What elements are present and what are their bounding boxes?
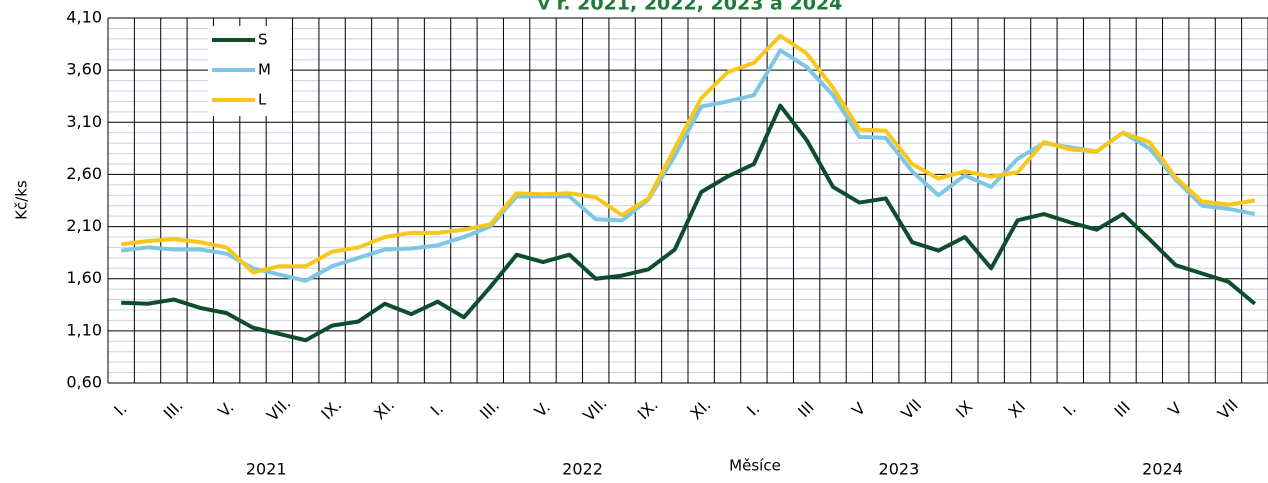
y-axis-label: Kč/ks (13, 180, 31, 220)
x-tick-label: III (1111, 398, 1134, 421)
x-tick-label: I. (1059, 399, 1079, 419)
x-tick-label: VII (897, 395, 925, 423)
series-line (121, 103, 1257, 343)
x-tick-label: I. (110, 399, 130, 419)
x-tick-label: VII. (579, 394, 610, 425)
y-tick-label: 1,60 (66, 268, 102, 287)
y-tick-label: 1,10 (66, 320, 102, 339)
x-tick-label: I. (743, 399, 763, 419)
x-tick-label: XI. (370, 395, 398, 423)
y-tick-label: 2,10 (66, 216, 102, 235)
x-tick-label: III (794, 398, 817, 421)
x-tick-label: V (1164, 399, 1185, 420)
legend-label: S (258, 31, 268, 49)
y-tick-label: 0,60 (66, 373, 102, 392)
x-tick-label: V. (214, 398, 237, 421)
year-label: 2021 (246, 460, 287, 479)
legend-label: L (258, 91, 267, 109)
x-tick-label: IX. (634, 395, 662, 423)
x-tick-label: III. (476, 396, 503, 423)
chart-title: v r. 2021, 2022, 2023 a 2024 (538, 0, 843, 15)
year-label: 2022 (562, 460, 603, 479)
x-tick-label: IX (952, 397, 977, 422)
x-tick-label: VII (1214, 395, 1242, 423)
y-tick-label: 2,60 (66, 164, 102, 183)
x-tick-label: VII. (263, 394, 294, 425)
x-tick-label: IX. (317, 395, 345, 423)
x-tick-label: III. (160, 396, 187, 423)
y-tick-label: 4,10 (66, 8, 102, 27)
year-label: 2023 (879, 460, 920, 479)
legend-label: M (258, 61, 271, 79)
x-axis-label: Měsíce (729, 457, 781, 475)
x-tick-label: XI (1005, 397, 1030, 422)
series-line (120, 33, 1256, 275)
y-tick-label: 3,10 (66, 112, 102, 131)
year-label: 2024 (1142, 460, 1183, 479)
x-tick-label: V. (531, 398, 554, 421)
x-tick-label: I. (427, 399, 447, 419)
x-tick-label: V (848, 399, 869, 420)
x-tick-label: XI. (686, 395, 714, 423)
y-tick-label: 3,60 (66, 60, 102, 79)
